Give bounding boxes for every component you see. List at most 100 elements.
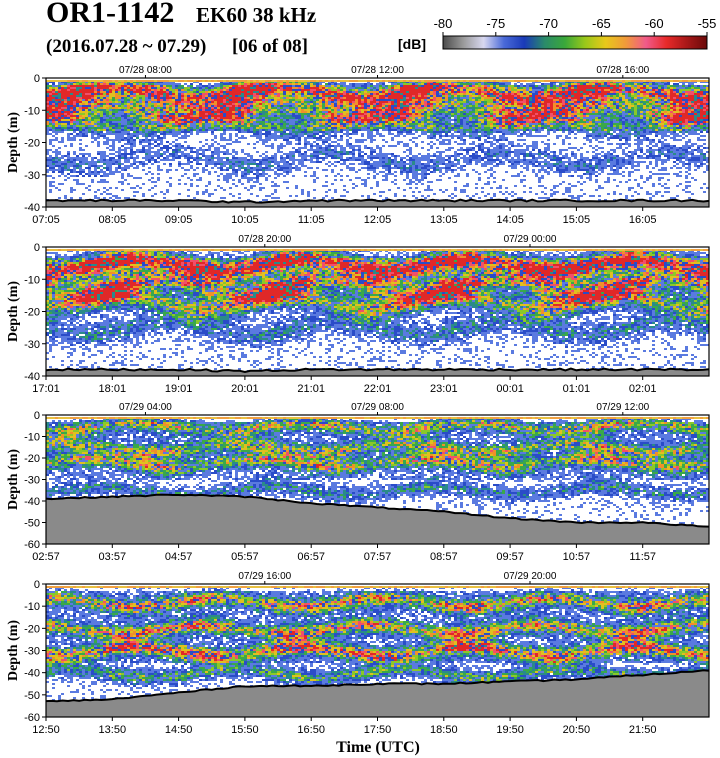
x-tick-label: 15:05 — [563, 214, 591, 226]
x-tick-label: 10:57 — [563, 551, 591, 563]
x-tick-label: 07:05 — [32, 214, 60, 226]
seafloor — [46, 368, 709, 376]
colorbar-gradient — [442, 35, 708, 50]
x-tick-label: 12:50 — [32, 724, 60, 736]
datetime-label: 07/28 08:00 — [119, 65, 172, 76]
y-axis-label: Depth (m) — [6, 112, 21, 173]
y-tick-label: -50 — [24, 690, 40, 702]
x-tick-label: 19:50 — [496, 724, 524, 736]
y-tick-label: 0 — [34, 410, 40, 422]
y-tick-label: -20 — [24, 453, 40, 465]
x-tick-label: 09:57 — [496, 551, 524, 563]
y-tick-label: -10 — [24, 274, 40, 286]
y-tick-label: -40 — [24, 371, 40, 383]
y-tick-label: -20 — [24, 623, 40, 635]
y-tick-label: -20 — [24, 307, 40, 319]
colorbar-unit: [dB] — [398, 36, 426, 52]
x-tick-label: 09:05 — [165, 214, 193, 226]
x-axis-title: Time (UTC) — [336, 739, 420, 756]
echogram-panel: 0 -10 -20 -30 -40 Depth (m) 17:01 18:01 19:01 20:… — [6, 234, 710, 395]
y-tick-label: -40 — [24, 202, 40, 214]
colorbar: [dB] -80 -75 -70 -65 -60 -55 — [398, 16, 716, 52]
y-tick-label: -60 — [24, 539, 40, 551]
x-tick-label: 15:50 — [231, 724, 259, 736]
bottom-line — [46, 198, 709, 204]
datetime-label: 07/29 12:00 — [596, 402, 649, 413]
colorbar-tick-label: -70 — [539, 16, 558, 31]
colorbar-tick-label: -60 — [645, 16, 664, 31]
datetime-label: 07/29 20:00 — [504, 571, 557, 582]
y-tick-label: -10 — [24, 105, 40, 117]
x-tick-label: 23:01 — [430, 383, 458, 395]
x-tick-label: 03:57 — [99, 551, 127, 563]
x-tick-label: 17:01 — [32, 383, 60, 395]
x-tick-label: 08:57 — [430, 551, 458, 563]
x-tick-label: 12:05 — [364, 214, 392, 226]
x-tick-label: 05:57 — [231, 551, 259, 563]
y-tick-label: -30 — [24, 339, 40, 351]
echogram-panel: 0 -10 -20 -30 -40 -50 -60 Depth (m) 12:50 13:50 14… — [6, 571, 710, 736]
y-tick-label: -30 — [24, 475, 40, 487]
datetime-label: 07/29 00:00 — [504, 234, 557, 245]
x-tick-label: 01:01 — [563, 383, 591, 395]
datetime-label: 07/29 08:00 — [351, 402, 404, 413]
echogram-panel: 0 -10 -20 -30 -40 -50 -60 Depth (m) 02:57 03:57 04… — [6, 402, 710, 563]
y-tick-label: 0 — [34, 579, 40, 591]
x-tick-label: 14:50 — [165, 724, 193, 736]
y-tick-label: 0 — [34, 242, 40, 254]
echogram-panel: 0 -10 -20 -30 -40 Depth (m) 07:05 08:05 09:05 10:… — [6, 65, 710, 226]
x-tick-label: 07:57 — [364, 551, 392, 563]
x-tick-label: 13:50 — [99, 724, 127, 736]
y-tick-label: -20 — [24, 138, 40, 150]
y-tick-label: -40 — [24, 668, 40, 680]
y-axis-label: Depth (m) — [6, 281, 21, 342]
y-tick-label: -10 — [24, 432, 40, 444]
colorbar-tick-label: -55 — [698, 16, 717, 31]
echogram-backscatter — [46, 249, 709, 376]
y-axis-label: Depth (m) — [6, 449, 21, 510]
colorbar-tick-label: -75 — [486, 16, 505, 31]
colorbar-tick-label: -80 — [434, 16, 453, 31]
page-indicator: [06 of 08] — [232, 36, 308, 57]
instrument-label: EK60 38 kHz — [196, 3, 316, 27]
x-tick-label: 18:50 — [430, 724, 458, 736]
colorbar-tick-label: -65 — [592, 16, 611, 31]
date-range: (2016.07.28 ~ 07.29) — [46, 36, 206, 57]
x-tick-label: 08:05 — [99, 214, 127, 226]
x-tick-label: 21:50 — [629, 724, 657, 736]
bottom-line — [46, 493, 709, 528]
x-tick-label: 16:50 — [297, 724, 325, 736]
x-tick-label: 19:01 — [165, 383, 193, 395]
x-tick-label: 04:57 — [165, 551, 193, 563]
cruise-title: OR1-1142 — [46, 0, 174, 29]
x-tick-label: 16:05 — [629, 214, 657, 226]
y-tick-label: -40 — [24, 496, 40, 508]
bottom-line — [46, 669, 709, 703]
bottom-line — [46, 367, 709, 374]
x-tick-label: 21:01 — [297, 383, 325, 395]
x-tick-label: 20:01 — [231, 383, 259, 395]
datetime-label: 07/28 20:00 — [238, 234, 291, 245]
y-tick-label: -60 — [24, 712, 40, 724]
y-tick-label: -10 — [24, 601, 40, 613]
datetime-label: 07/29 16:00 — [238, 571, 291, 582]
echogram-backscatter — [46, 80, 709, 207]
y-tick-label: -30 — [24, 170, 40, 182]
x-tick-label: 11:57 — [629, 551, 656, 563]
x-tick-label: 02:01 — [629, 383, 657, 395]
y-axis-label: Depth (m) — [6, 620, 21, 681]
x-tick-label: 00:01 — [496, 383, 524, 395]
y-tick-label: 0 — [34, 73, 40, 85]
y-tick-label: -30 — [24, 646, 40, 658]
x-tick-label: 22:01 — [364, 383, 392, 395]
x-tick-label: 10:05 — [231, 214, 259, 226]
seafloor — [46, 494, 709, 544]
x-tick-label: 17:50 — [364, 724, 392, 736]
x-tick-label: 02:57 — [32, 551, 60, 563]
datetime-label: 07/29 04:00 — [119, 402, 172, 413]
echogram-backscatter — [46, 417, 709, 544]
y-tick-label: -50 — [24, 518, 40, 530]
datetime-label: 07/28 16:00 — [596, 65, 649, 76]
datetime-label: 07/28 12:00 — [351, 65, 404, 76]
